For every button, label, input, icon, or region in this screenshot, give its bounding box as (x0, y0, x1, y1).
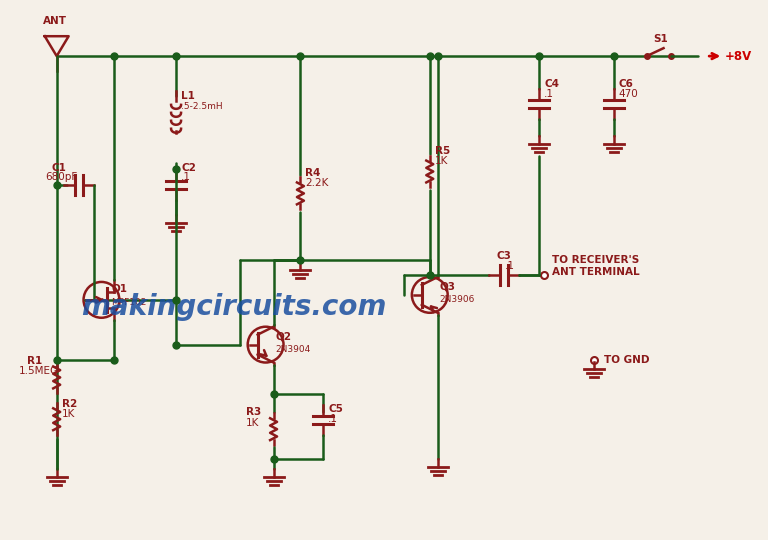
Text: 1.5MEG: 1.5MEG (19, 367, 59, 376)
Text: ANT TERMINAL: ANT TERMINAL (552, 267, 640, 277)
Text: +8V: +8V (725, 50, 753, 63)
Text: C2: C2 (181, 163, 196, 172)
Text: makingcircuits.com: makingcircuits.com (81, 293, 387, 321)
Text: 680pF: 680pF (45, 172, 77, 183)
Text: 470: 470 (619, 89, 638, 99)
Text: 1K: 1K (435, 156, 448, 166)
Text: .1: .1 (328, 414, 338, 424)
Text: C4: C4 (545, 79, 559, 89)
Text: R2: R2 (61, 399, 77, 409)
Text: TO RECEIVER'S: TO RECEIVER'S (552, 255, 640, 265)
Text: 2N3904: 2N3904 (276, 345, 311, 354)
Text: 2N3906: 2N3906 (440, 295, 475, 304)
Text: 1K: 1K (61, 409, 75, 419)
Text: .1: .1 (545, 89, 554, 99)
Text: C1: C1 (51, 163, 67, 172)
Text: Q3: Q3 (440, 282, 455, 292)
Text: 1K: 1K (246, 418, 259, 428)
Text: Q1: Q1 (111, 284, 127, 294)
Text: MPF102: MPF102 (111, 298, 147, 307)
Text: L1: L1 (181, 91, 195, 101)
Text: R3: R3 (246, 407, 261, 417)
Text: C6: C6 (619, 79, 634, 89)
Text: R5: R5 (435, 146, 450, 156)
Text: C3: C3 (496, 251, 511, 261)
Text: C5: C5 (328, 404, 343, 414)
Text: 2.2K: 2.2K (306, 178, 329, 188)
Text: .1: .1 (181, 172, 191, 183)
Text: .5-2.5mH: .5-2.5mH (181, 102, 223, 111)
Text: .1: .1 (505, 261, 515, 271)
Text: ANT: ANT (43, 16, 67, 26)
Text: TO GND: TO GND (604, 355, 650, 365)
Text: Q2: Q2 (276, 332, 292, 342)
Text: S1: S1 (654, 34, 668, 44)
Text: R1: R1 (27, 355, 42, 366)
Text: R4: R4 (306, 168, 321, 179)
